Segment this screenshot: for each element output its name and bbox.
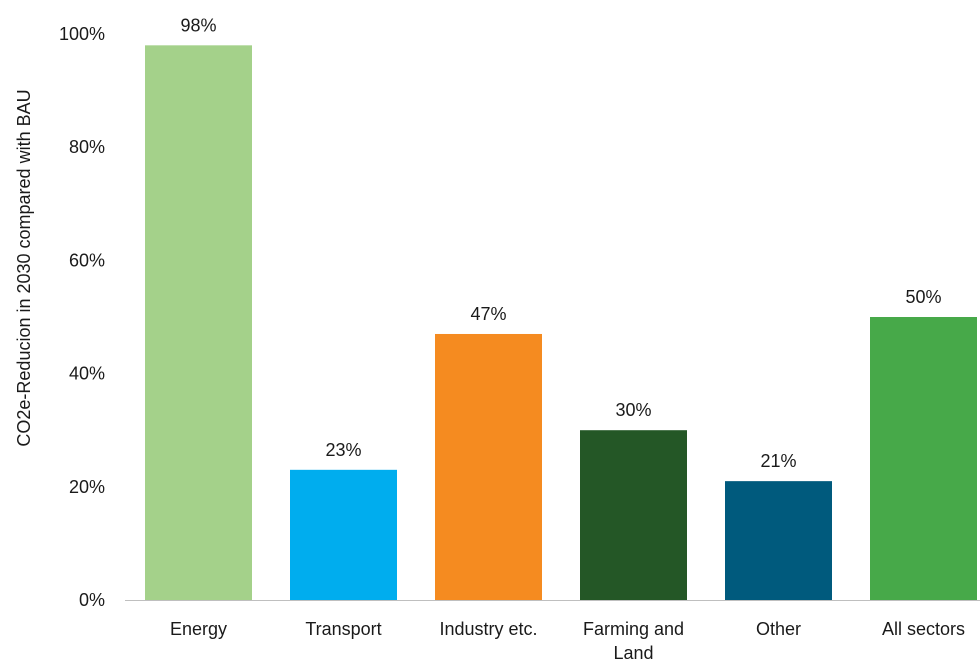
category-label-line: Other <box>756 619 801 639</box>
y-axis-ticks: 0% 20% 40% 60% 80% 100% <box>59 24 105 610</box>
category-label-line: Farming and <box>583 619 684 639</box>
category-label-line: All sectors <box>882 619 965 639</box>
category-label: Industry etc. <box>439 619 537 639</box>
y-tick-label: 20% <box>69 477 105 497</box>
bars <box>145 45 977 600</box>
y-tick-label: 100% <box>59 24 105 44</box>
data-label: 47% <box>470 304 506 324</box>
data-label: 23% <box>325 440 361 460</box>
bar <box>145 45 252 600</box>
data-label: 30% <box>615 400 651 420</box>
category-label: Farming and Land <box>583 619 684 663</box>
bar <box>870 317 977 600</box>
y-tick-label: 80% <box>69 137 105 157</box>
data-label: 21% <box>760 451 796 471</box>
y-tick-label: 60% <box>69 250 105 270</box>
data-label: 98% <box>180 15 216 35</box>
y-tick-label: 40% <box>69 364 105 384</box>
bar <box>435 333 542 600</box>
data-label: 50% <box>905 287 941 307</box>
y-tick-label: 0% <box>79 590 105 610</box>
category-label-line: Industry etc. <box>439 619 537 639</box>
category-label-line: Transport <box>305 619 381 639</box>
category-label: Other <box>756 619 801 639</box>
bar <box>580 430 687 600</box>
category-label-line: Energy <box>170 619 227 639</box>
category-label: Energy <box>170 619 227 639</box>
bar <box>290 469 397 600</box>
data-labels: 98% 23% 47% 30% 21% 50% <box>180 15 941 471</box>
category-label: Transport <box>305 619 381 639</box>
category-labels: Energy Transport Industry etc. Farming and L… <box>170 619 965 663</box>
category-label-line: Land <box>613 643 653 663</box>
y-axis-title: CO2e-Reducion in 2030 compared with BAU <box>14 89 34 446</box>
category-label: All sectors <box>882 619 965 639</box>
bar <box>725 481 832 600</box>
